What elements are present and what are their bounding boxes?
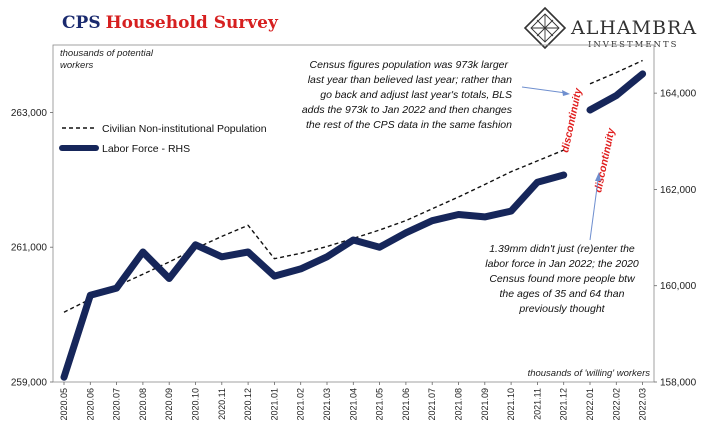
right-tick-label: 160,000	[660, 281, 697, 292]
left-axis: 259,000 261,000 263,000	[11, 108, 53, 389]
legend: Civilian Non-institutional Population La…	[59, 123, 267, 155]
chart-title: CPS Household Survey	[62, 13, 279, 33]
labor-force-line-segment-1	[60, 171, 568, 381]
census-arrowhead	[562, 90, 570, 96]
x-tick-label: 2021.01	[269, 388, 279, 421]
x-tick-label: 2021.05	[375, 388, 385, 421]
census-note-line-1: Census figures population was 973k large…	[310, 59, 509, 71]
census-annotation: Census figures population was 973k large…	[302, 59, 570, 131]
x-tick-label: 2020.11	[217, 388, 227, 420]
census-note-line-2: last year than believed last year; rathe…	[308, 74, 512, 86]
x-tick-label: 2021.06	[401, 388, 411, 421]
alhambra-diamond-icon	[523, 6, 567, 50]
lf-note-line-5: previously thought	[518, 303, 605, 315]
x-tick-label: 2021.10	[506, 388, 516, 421]
labor-force-annotation: 1.39mm didn't just (re)enter the labor f…	[485, 172, 639, 315]
census-note-line-4: adds the 973k to Jan 2022 and then chang…	[302, 104, 513, 116]
x-tick-label: 2021.11	[532, 388, 542, 420]
chart-title-part-1: CPS	[62, 13, 101, 33]
labor-force-line-segment-2	[586, 70, 647, 114]
x-tick-label: 2022.01	[585, 388, 595, 421]
x-tick-label: 2021.03	[322, 388, 332, 421]
census-arrow	[521, 86, 567, 94]
right-axis: 158,000 160,000 162,000 164,000	[654, 89, 697, 389]
x-tick-label: 2020.09	[164, 388, 174, 421]
x-tick-label: 2021.02	[296, 388, 306, 421]
x-tick-label: 2020.10	[191, 388, 201, 421]
lf-note-line-1: 1.39mm didn't just (re)enter the	[489, 243, 635, 255]
x-tick-label: 2022.03	[638, 388, 648, 421]
lf-note-line-3: Census found more people btw	[489, 273, 636, 285]
x-tick-label: 2020.07	[112, 388, 122, 421]
population-line-segment-1	[63, 149, 564, 313]
left-unit-label-line-1: thousands of potential	[60, 48, 154, 59]
x-tick-label: 2021.12	[559, 388, 569, 421]
lf-note-line-2: labor force in Jan 2022; the 2020	[485, 258, 639, 270]
discontinuity-label-population: discontinuity	[559, 86, 585, 154]
census-note-line-3: go back and adjust last year's totals, B…	[320, 89, 512, 101]
x-tick-label: 2020.08	[138, 388, 148, 421]
x-tick-label: 2020.12	[243, 388, 253, 421]
lf-note-line-4: the ages of 35 and 64 than	[500, 288, 625, 300]
discontinuity-label-labor-force: discontinuity	[592, 126, 618, 194]
x-tick-label: 2021.04	[348, 388, 358, 421]
left-unit-label-line-2: workers	[60, 60, 94, 71]
x-tick-label: 2021.09	[480, 388, 490, 421]
chart-title-part-2: Household Survey	[106, 13, 279, 33]
left-tick-label: 261,000	[11, 243, 48, 254]
series-layer	[60, 59, 647, 381]
labor-force-arrow	[589, 179, 599, 241]
x-tick-label: 2020.06	[85, 388, 95, 421]
right-unit-label: thousands of 'willing' workers	[528, 368, 651, 379]
right-tick-label: 158,000	[660, 378, 697, 389]
population-line-segment-2	[589, 59, 643, 85]
labor-force-arrowhead	[595, 172, 601, 181]
alhambra-logo: ALHAMBRA INVESTMENTS	[523, 6, 697, 50]
logo-name: ALHAMBRA	[570, 17, 697, 39]
x-tick-label: 2020.05	[59, 388, 69, 421]
left-tick-label: 263,000	[11, 108, 48, 119]
x-tick-label: 2021.08	[454, 388, 464, 421]
legend-label-population: Civilian Non-institutional Population	[102, 123, 267, 135]
x-tick-label: 2021.07	[427, 388, 437, 421]
census-note-line-5: the rest of the CPS data in the same fas…	[306, 119, 512, 131]
x-tick-label: 2022.02	[611, 388, 621, 421]
right-tick-label: 164,000	[660, 89, 697, 100]
legend-label-labor-force: Labor Force - RHS	[102, 143, 190, 155]
left-tick-label: 259,000	[11, 378, 48, 389]
x-axis: 2020.05 2020.06 2020.07 2020.08 2020.09 2020.…	[59, 382, 648, 421]
right-tick-label: 162,000	[660, 185, 697, 196]
